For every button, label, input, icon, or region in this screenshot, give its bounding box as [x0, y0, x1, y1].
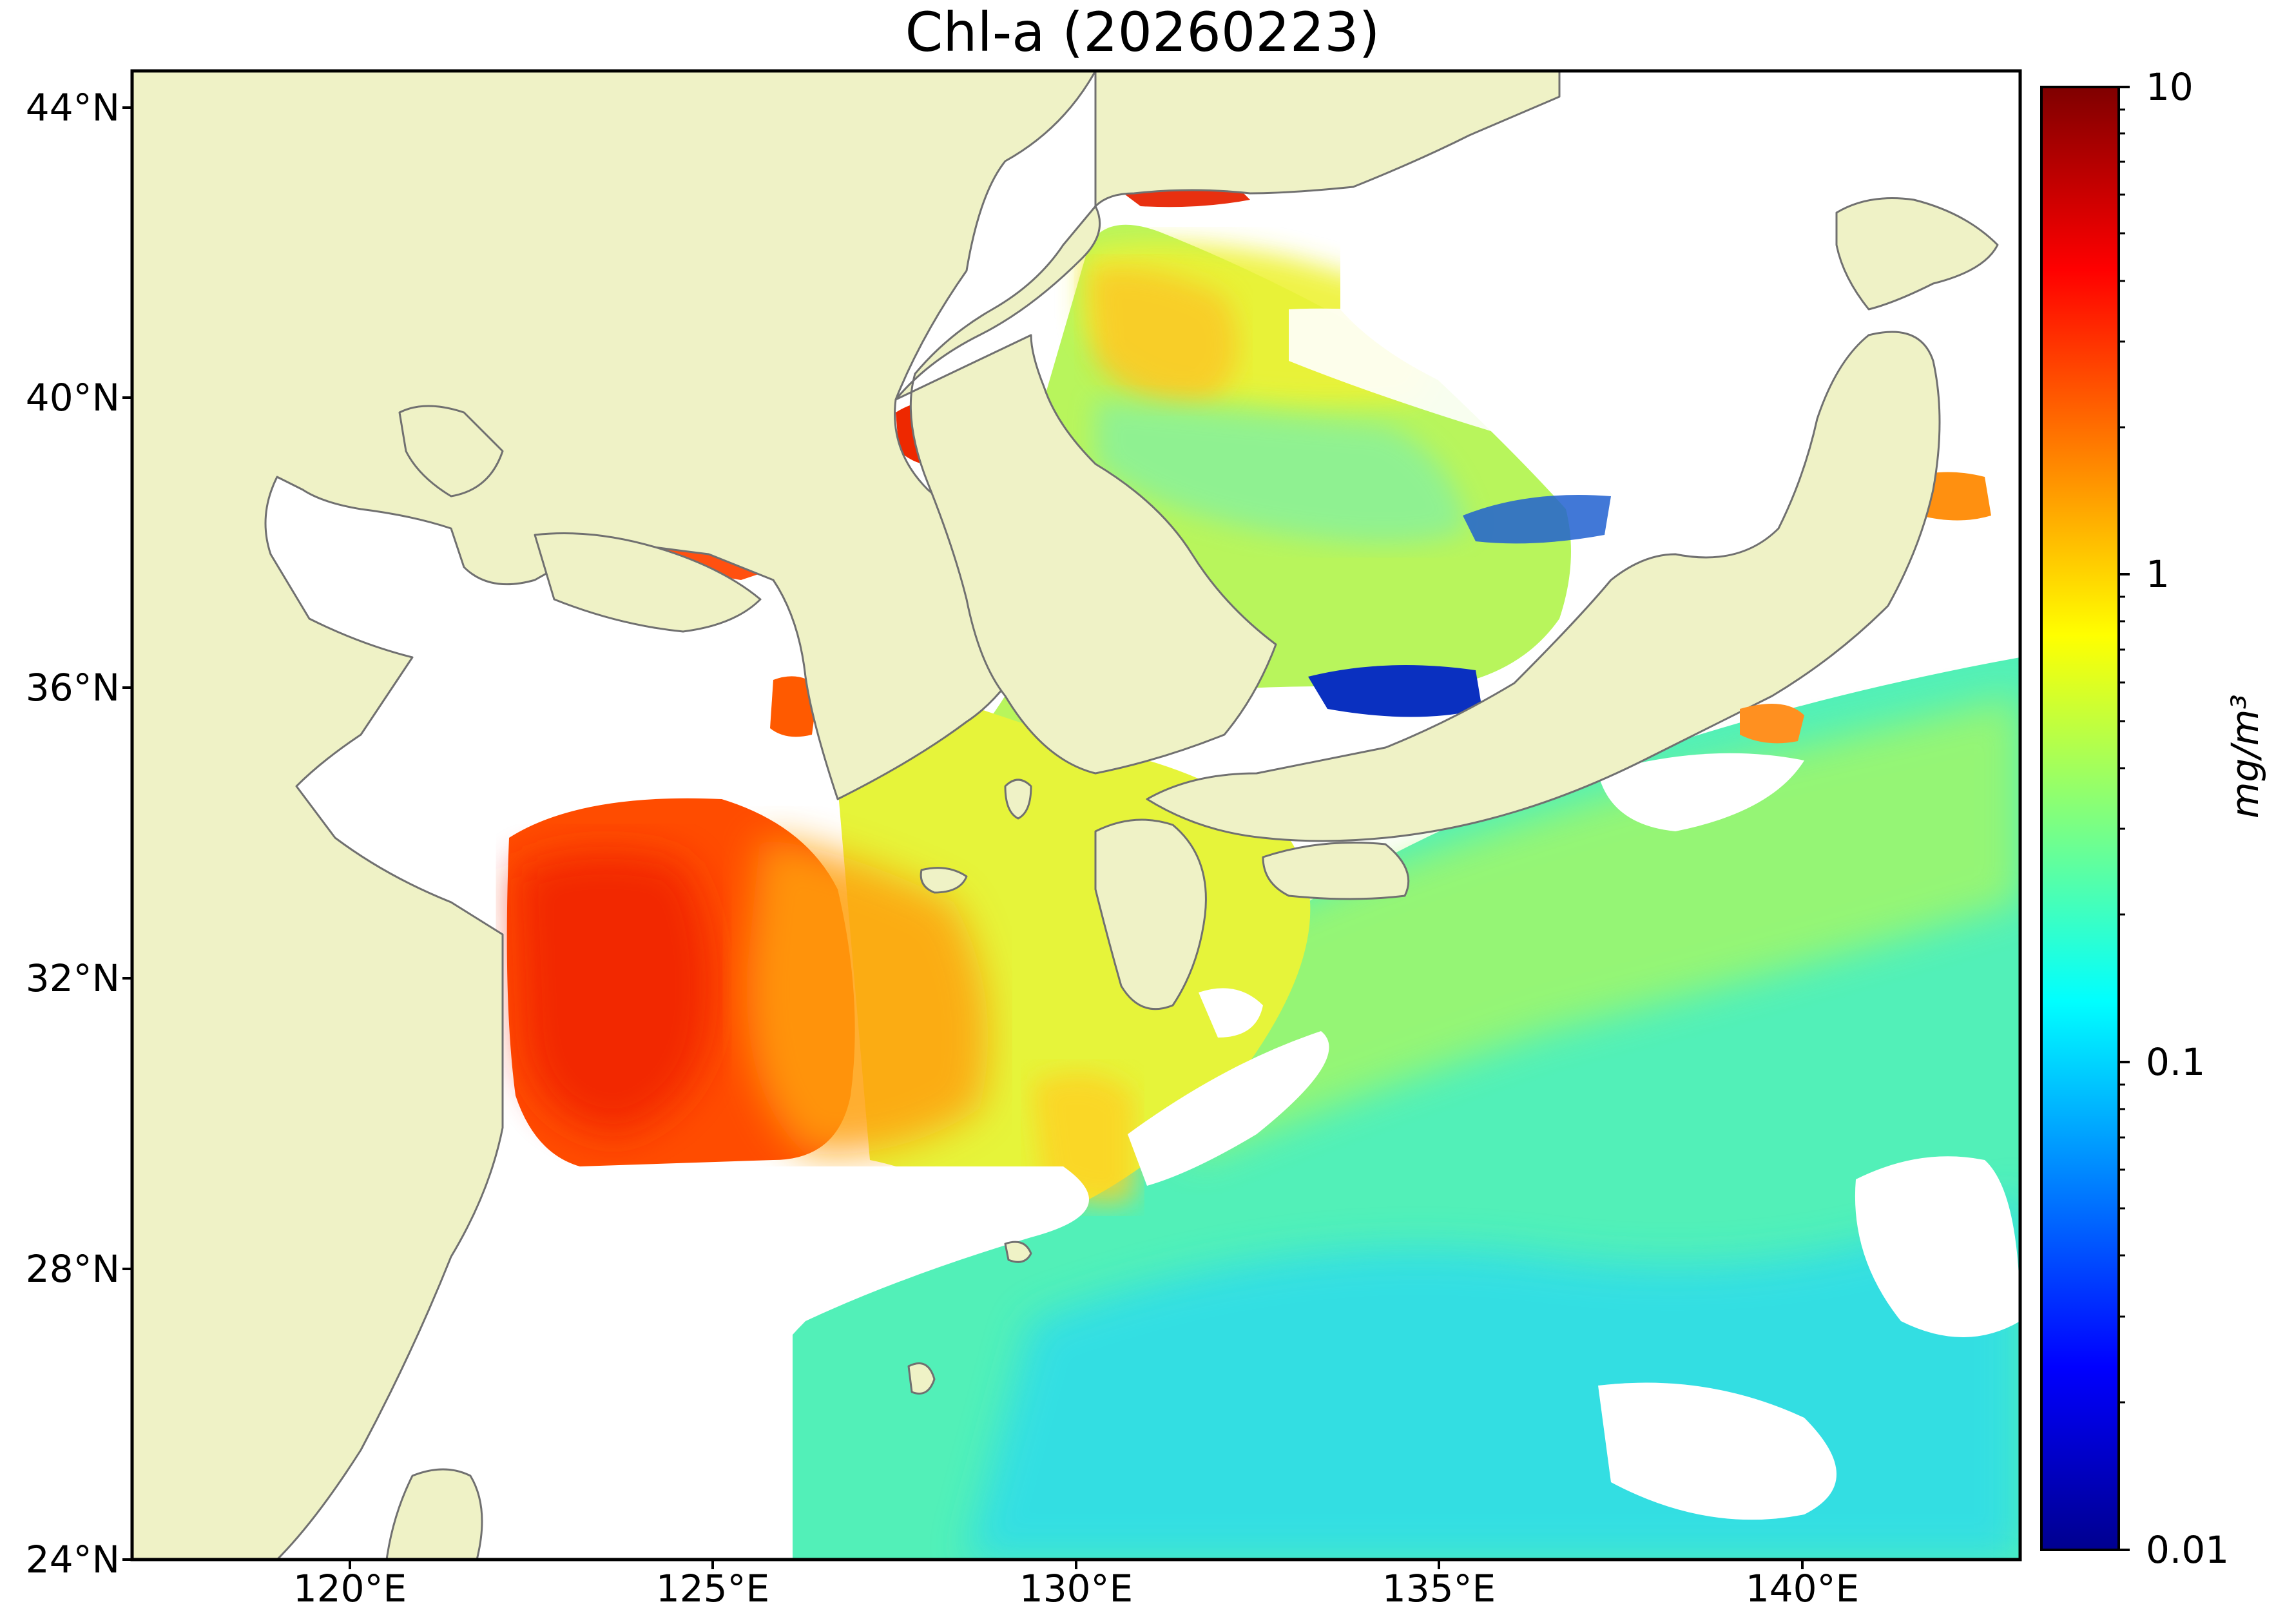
- cloud-japan-north-2: [1289, 308, 1675, 456]
- hokkaido: [1835, 197, 1999, 311]
- lat-label-32: 32°N: [25, 956, 120, 1000]
- jiangsu-patch: [770, 676, 818, 737]
- colorbar-label-0-01: 0.01: [2146, 1528, 2230, 1572]
- liaodong-peninsula: [398, 405, 504, 498]
- japan-pacific-coast-patch: [1740, 704, 1804, 744]
- kyushu: [1094, 818, 1207, 1010]
- cloud-japan-north: [1340, 71, 2020, 407]
- lon-label-120: 120°E: [293, 1567, 407, 1610]
- lat-ticks: [122, 106, 132, 1561]
- shandong-peninsula: [534, 532, 762, 633]
- lat-label-44: 44°N: [25, 86, 120, 130]
- cloud-pacific-south-east: [1598, 1382, 1837, 1520]
- lon-label-130: 130°E: [1019, 1567, 1133, 1610]
- pacific-green-band: [1160, 696, 2020, 1160]
- colorbar-unit-label: mg/m³: [2223, 694, 2267, 818]
- tsushima: [1004, 778, 1032, 820]
- colorbar: [2040, 86, 2120, 1551]
- east-china-sea-core: [516, 852, 712, 1134]
- colorbar-minor-ticks: [2119, 108, 2125, 1404]
- colorbar-label-0-1: 0.1: [2146, 1040, 2206, 1084]
- lon-label-125: 125°E: [655, 1567, 770, 1610]
- shikoku: [1262, 842, 1410, 900]
- chart-title: Chl-a (20260223): [905, 1, 1380, 64]
- lon-label-140: 140°E: [1745, 1567, 1860, 1610]
- okinawa: [907, 1362, 936, 1395]
- lat-label-24: 24°N: [25, 1538, 120, 1581]
- sea-of-japan-cyan: [1095, 400, 1469, 543]
- lat-label-28: 28°N: [25, 1247, 120, 1291]
- lon-label-135: 135°E: [1382, 1567, 1496, 1610]
- cloud-pacific-south: [1128, 1031, 1329, 1186]
- taiwan: [385, 1468, 483, 1560]
- korean-peninsula: [894, 205, 1277, 775]
- cloud-pacific-east: [1855, 1156, 2020, 1337]
- amami: [1004, 1241, 1032, 1263]
- land-masses: [132, 71, 1999, 1560]
- honshu: [1146, 331, 1941, 842]
- colorbar-label-10: 10: [2146, 65, 2193, 109]
- japan-sea-blue-streaks: [1463, 495, 1611, 544]
- toyama-blue: [1308, 665, 1482, 717]
- lon-ticks: [349, 1560, 1804, 1569]
- lat-label-40: 40°N: [25, 376, 120, 420]
- east-china-sea-orange: [747, 838, 988, 1155]
- sea-of-japan-orange: [1089, 267, 1238, 402]
- russia-far-east: [1094, 71, 1561, 208]
- jeju-island: [920, 867, 968, 894]
- cloud-shikoku-east: [1598, 753, 1804, 831]
- colorbar-ticks: [2119, 86, 2130, 1551]
- colorbar-label-1: 1: [2146, 552, 2170, 596]
- lat-label-36: 36°N: [25, 666, 120, 710]
- cloud-kyushu-south: [1199, 988, 1263, 1038]
